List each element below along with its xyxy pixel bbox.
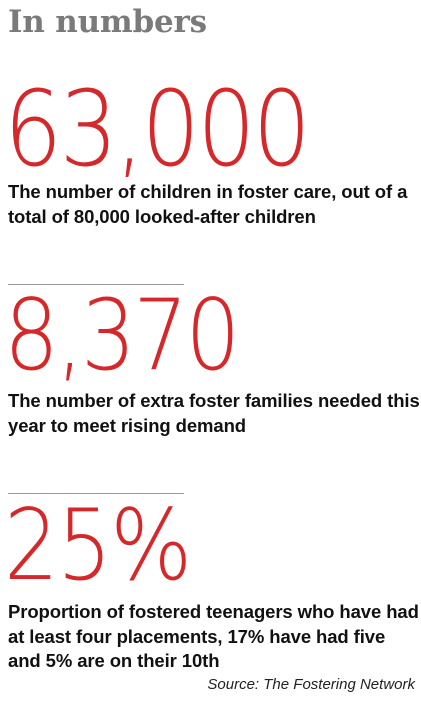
stat-value-extra-families: 8,370 bbox=[4, 279, 240, 393]
divider bbox=[8, 493, 184, 494]
stat-description-children-in-care: The number of children in foster care, o… bbox=[8, 181, 408, 227]
panel-heading: In numbers bbox=[8, 4, 207, 40]
source-credit: Source: The Fostering Network bbox=[207, 676, 415, 693]
stat-value-teen-placements: 25% bbox=[4, 489, 192, 603]
stat-description-extra-families: The number of extra foster families need… bbox=[8, 390, 420, 436]
stat-description-teen-placements: Proportion of fostered teenagers who hav… bbox=[8, 601, 419, 671]
divider bbox=[8, 284, 184, 285]
stat-value-children-in-care: 63,000 bbox=[4, 68, 311, 190]
